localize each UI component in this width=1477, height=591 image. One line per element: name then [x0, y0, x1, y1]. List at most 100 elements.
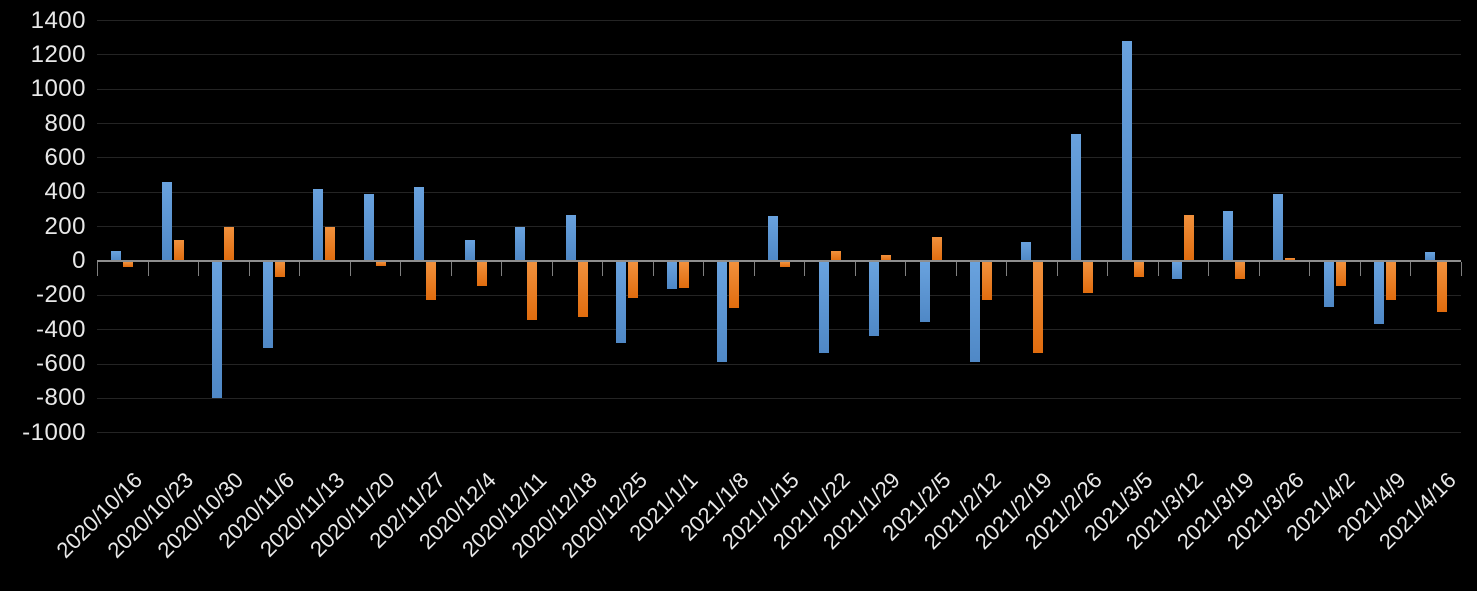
x-tick	[299, 262, 301, 276]
x-tick	[97, 262, 98, 276]
x-axis-line	[97, 260, 1461, 262]
x-tick	[1208, 262, 1210, 276]
blue-series-bar	[1424, 252, 1435, 261]
orange-series-bar	[577, 262, 588, 317]
blue-series-bar	[1172, 262, 1183, 280]
y-tick-label: 0	[72, 247, 86, 274]
gridline	[97, 54, 1461, 56]
blue-series-bar	[515, 226, 526, 261]
gridline	[97, 88, 1461, 90]
gridline	[97, 191, 1461, 193]
blue-series-bar	[1020, 242, 1031, 261]
x-tick	[349, 262, 351, 276]
orange-series-bar	[1234, 262, 1245, 280]
x-tick	[955, 262, 957, 276]
blue-series-bar	[1121, 41, 1132, 261]
orange-series-bar	[780, 262, 790, 268]
blue-series-bar	[212, 262, 223, 398]
x-tick-label-text: 2021/2/5	[877, 467, 956, 546]
x-tick	[1006, 262, 1008, 276]
x-tick	[198, 262, 200, 276]
y-tick-label: 400	[44, 178, 86, 206]
orange-series-bar	[224, 226, 235, 261]
x-tick	[1309, 262, 1311, 276]
x-tick	[1410, 262, 1412, 276]
blue-series-bar	[666, 262, 677, 290]
gridline	[97, 329, 1461, 331]
gridline	[97, 157, 1461, 159]
orange-series-bar	[982, 262, 993, 300]
blue-series-bar	[1071, 133, 1082, 261]
orange-series-bar	[1335, 262, 1346, 287]
x-tick	[652, 262, 654, 276]
x-tick-label-text: 2021/3/5	[1079, 467, 1158, 546]
orange-series-bar	[1386, 262, 1397, 300]
plot-area	[97, 0, 1462, 460]
orange-series-bar	[375, 262, 386, 267]
blue-series-bar	[970, 262, 981, 362]
orange-series-bar	[881, 254, 892, 261]
x-tick	[1056, 262, 1058, 276]
y-axis: 1400 1200 1000 800 600 400 200 0 -200 -400 -600 -80…	[0, 0, 86, 460]
x-tick-label-text: 2020/11/6	[213, 467, 299, 554]
gridline	[97, 20, 1461, 22]
blue-series-bar	[464, 240, 475, 261]
orange-series-bar	[830, 250, 841, 261]
x-tick	[400, 262, 402, 276]
y-tick-label: 800	[44, 109, 86, 137]
x-tick-label-text: 2021/3/12	[1121, 467, 1209, 555]
x-tick-label-text: 2021/1/22	[767, 467, 855, 555]
orange-series-bar	[527, 262, 538, 321]
x-tick-label-text: 2021/2/26	[1020, 467, 1108, 555]
x-tick-label-text: 2020/11/13	[254, 467, 350, 562]
y-tick-label: 1000	[30, 75, 86, 103]
orange-series-bar	[628, 262, 639, 299]
x-tick-label-text: 2021/2/19	[969, 467, 1057, 555]
y-tick-label: -600	[35, 350, 86, 378]
orange-series-bar	[325, 226, 336, 261]
x-tick	[1359, 262, 1361, 276]
x-tick-label-text: 2021/1/1	[624, 467, 703, 546]
x-tick-label-text: 2020/10/23	[102, 467, 198, 563]
orange-series-bar	[426, 262, 437, 300]
y-tick-label: -400	[35, 315, 86, 343]
orange-series-bar	[1133, 262, 1144, 278]
gridline	[97, 432, 1461, 434]
blue-series-bar	[818, 262, 829, 353]
blue-series-bar	[869, 262, 880, 336]
x-tick-label-text: 2021/2/12	[919, 467, 1007, 555]
blue-series-bar	[717, 262, 728, 362]
x-tick	[248, 262, 250, 276]
x-tick-label-text: 2021/4/16	[1373, 467, 1461, 555]
x-tick	[804, 262, 806, 276]
blue-series-bar	[919, 262, 930, 323]
blue-series-bar	[414, 187, 425, 261]
gridline	[97, 226, 1461, 228]
x-tick-label-text: 202/11/27	[364, 467, 451, 554]
orange-series-bar	[476, 262, 487, 287]
x-tick	[703, 262, 705, 276]
orange-series-bar	[729, 262, 740, 309]
x-tick	[1107, 262, 1109, 276]
x-tick-label-text: 2021/1/8	[675, 467, 754, 546]
x-tick	[551, 262, 553, 276]
x-tick	[854, 262, 856, 276]
x-tick-label-text: 2020/10/30	[152, 467, 249, 563]
y-tick-label: -200	[35, 281, 86, 309]
blue-series-bar	[161, 182, 172, 261]
y-tick-label: -800	[35, 384, 86, 412]
blue-series-bar	[262, 262, 273, 348]
x-tick	[905, 262, 907, 276]
y-tick-label: 1200	[30, 40, 86, 68]
orange-series-bar	[1032, 262, 1043, 353]
gridline	[97, 397, 1461, 399]
x-tick-label-text: 2020/12/18	[506, 467, 602, 563]
x-tick	[501, 262, 503, 276]
orange-series-bar	[931, 236, 942, 261]
x-tick-label-text: 2021/4/9	[1331, 467, 1411, 546]
y-tick-label: -1000	[22, 418, 86, 446]
x-tick-label-text: 2020/12/4	[413, 467, 501, 555]
orange-series-bar	[1184, 214, 1195, 261]
blue-series-bar	[313, 188, 324, 261]
y-tick-label: 600	[44, 143, 86, 171]
